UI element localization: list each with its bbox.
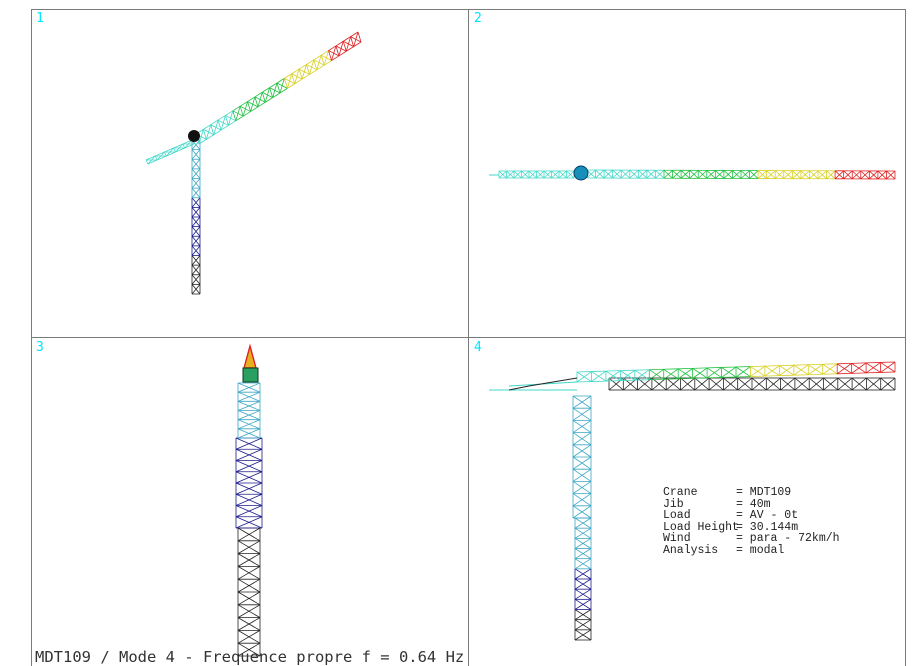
viewport-1-number: 1 <box>36 11 44 26</box>
mast-side-lattice <box>572 395 592 641</box>
info-key: Jib <box>663 497 684 511</box>
counter-jib-side <box>489 377 578 391</box>
mode-caption: MDT109 / Mode 4 - Frequence propre f = 0… <box>35 648 465 666</box>
info-key: Load Height <box>663 520 739 534</box>
jib-lattice <box>195 31 362 145</box>
counter-jib-plan <box>489 170 575 179</box>
info-row-jib: Jib = 40m <box>663 497 840 511</box>
jib-side-deformed <box>508 361 896 387</box>
counter-jib <box>145 139 195 165</box>
mast-lattice <box>191 139 201 295</box>
info-key: Analysis <box>663 543 719 557</box>
viewport-2-number: 2 <box>474 11 482 26</box>
viewport-2-top-view[interactable] <box>469 10 906 337</box>
info-value: = 30.144m <box>736 520 799 534</box>
viewport-4-number: 4 <box>474 340 482 355</box>
jib-plan-lattice <box>586 169 896 180</box>
viewport-3-front-view[interactable] <box>32 338 468 666</box>
info-row-wind: Wind = para - 72km/h <box>663 533 840 545</box>
info-value: = AV - 0t <box>736 509 799 523</box>
jib-side-undeformed <box>608 377 896 391</box>
info-value: = MDT109 <box>736 486 792 499</box>
info-key: Load <box>663 509 691 523</box>
slewing-ring <box>188 130 200 142</box>
info-row-load: Load = AV - 0t <box>663 510 840 522</box>
info-key: Wind <box>663 532 691 546</box>
info-key: Crane <box>663 486 698 499</box>
info-value: = para - 72km/h <box>736 532 840 546</box>
mast-front-lattice <box>235 382 263 657</box>
info-row-load-height: Load Height = 30.144m <box>663 522 840 534</box>
jib-end-on <box>242 343 259 383</box>
info-row-analysis: Analysis = modal <box>663 545 840 557</box>
viewport-1-isometric-view[interactable] <box>32 10 468 337</box>
info-row-crane: Crane = MDT109 <box>663 487 840 499</box>
viewport-3-number: 3 <box>36 340 44 355</box>
crane-info-block: Crane = MDT109 Jib = 40m Load = AV - 0t Loa… <box>663 487 840 557</box>
viewport-4-side-view[interactable] <box>469 338 906 666</box>
slewing-unit-top <box>573 165 589 181</box>
info-value: = modal <box>736 543 785 557</box>
horizontal-divider <box>31 337 906 338</box>
info-value: = 40m <box>736 497 771 511</box>
